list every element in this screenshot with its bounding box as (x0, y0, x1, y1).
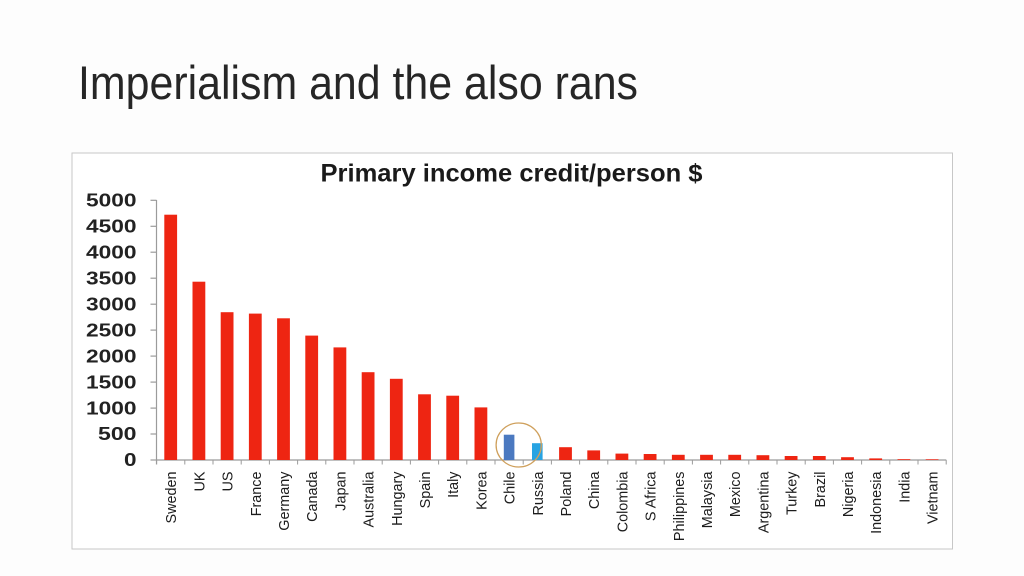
svg-text:4500: 4500 (86, 217, 137, 237)
svg-text:Australia: Australia (362, 472, 378, 528)
svg-text:US: US (221, 472, 237, 492)
svg-text:4000: 4000 (86, 242, 137, 262)
svg-text:Imperialism and the also rans: Imperialism and the also rans (78, 56, 638, 109)
svg-text:500: 500 (98, 424, 137, 444)
svg-text:Russia: Russia (531, 472, 547, 516)
svg-text:3000: 3000 (86, 294, 137, 314)
svg-text:5000: 5000 (86, 191, 137, 211)
svg-text:Chile: Chile (503, 472, 519, 505)
svg-text:2000: 2000 (86, 346, 137, 366)
svg-text:Hungary: Hungary (390, 471, 406, 526)
svg-text:Spain: Spain (418, 472, 434, 509)
svg-text:Colombia: Colombia (615, 472, 631, 533)
svg-text:Mexico: Mexico (728, 472, 744, 518)
svg-text:Nigeria: Nigeria (841, 472, 857, 518)
svg-text:3500: 3500 (86, 268, 137, 288)
svg-text:S Africa: S Africa (644, 472, 660, 522)
svg-text:Argentina: Argentina (756, 472, 772, 534)
svg-text:Italy: Italy (446, 471, 462, 498)
svg-text:1500: 1500 (86, 372, 137, 392)
svg-text:Brazil: Brazil (813, 472, 829, 508)
svg-text:1000: 1000 (86, 398, 137, 418)
svg-text:UK: UK (192, 471, 208, 491)
svg-text:Sweden: Sweden (164, 472, 180, 524)
svg-text:China: China (587, 472, 603, 510)
svg-text:Korea: Korea (474, 472, 490, 510)
svg-text:2500: 2500 (86, 320, 137, 340)
svg-text:Indonesia: Indonesia (869, 472, 885, 534)
svg-text:Turkey: Turkey (785, 471, 801, 515)
svg-text:Germany: Germany (277, 471, 293, 531)
svg-text:France: France (249, 472, 265, 517)
svg-text:Primary income credit/person $: Primary income credit/person $ (321, 161, 703, 188)
svg-text:Philippines: Philippines (672, 472, 688, 542)
svg-text:India: India (897, 472, 913, 503)
svg-text:Poland: Poland (559, 472, 575, 517)
svg-text:Japan: Japan (333, 472, 349, 511)
svg-text:Vietnam: Vietnam (926, 472, 942, 525)
svg-text:0: 0 (124, 450, 137, 470)
svg-text:Malaysia: Malaysia (700, 472, 716, 529)
svg-text:Canada: Canada (305, 472, 321, 522)
